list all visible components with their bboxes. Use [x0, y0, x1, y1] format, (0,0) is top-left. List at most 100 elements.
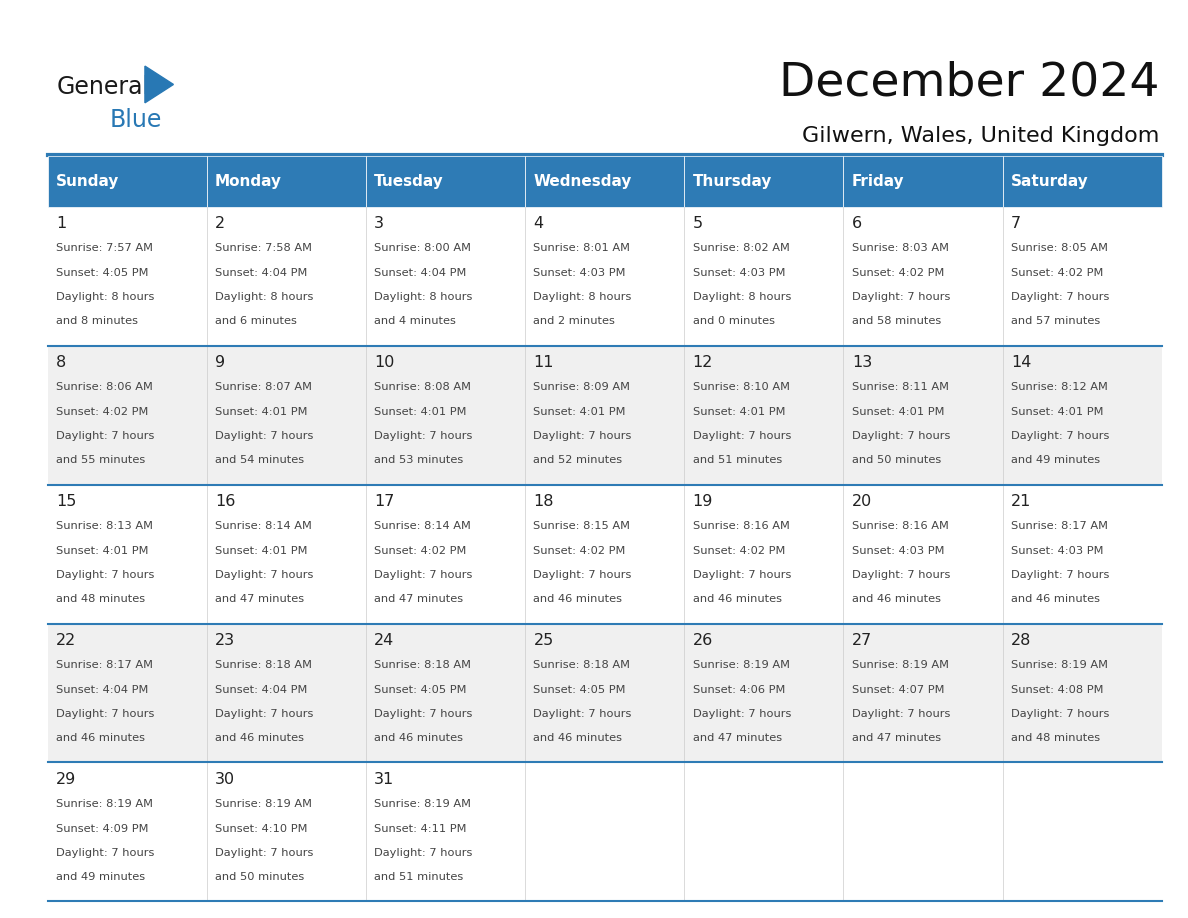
Bar — [843, 156, 1003, 207]
Text: Sunrise: 8:01 AM: Sunrise: 8:01 AM — [533, 243, 631, 253]
Text: Sunrise: 8:05 AM: Sunrise: 8:05 AM — [1011, 243, 1108, 253]
Text: and 55 minutes: and 55 minutes — [56, 455, 145, 465]
Bar — [366, 623, 525, 763]
Text: Sunset: 4:02 PM: Sunset: 4:02 PM — [1011, 267, 1104, 277]
Text: and 49 minutes: and 49 minutes — [56, 872, 145, 882]
Text: 6: 6 — [852, 216, 862, 230]
Bar — [207, 763, 366, 901]
Text: Saturday: Saturday — [1011, 174, 1088, 189]
Text: 27: 27 — [852, 633, 872, 648]
Text: 23: 23 — [215, 633, 235, 648]
Text: Sunrise: 8:14 AM: Sunrise: 8:14 AM — [215, 521, 312, 532]
Text: Sunday: Sunday — [56, 174, 119, 189]
Text: Sunset: 4:02 PM: Sunset: 4:02 PM — [693, 545, 785, 555]
Text: Sunset: 4:10 PM: Sunset: 4:10 PM — [215, 823, 308, 834]
Bar — [1003, 207, 1162, 345]
Text: Sunset: 4:07 PM: Sunset: 4:07 PM — [852, 685, 944, 695]
Bar — [1003, 485, 1162, 623]
Text: Daylight: 7 hours: Daylight: 7 hours — [852, 431, 950, 441]
Bar — [684, 207, 843, 345]
Text: Daylight: 8 hours: Daylight: 8 hours — [215, 292, 314, 302]
Text: Sunrise: 8:19 AM: Sunrise: 8:19 AM — [852, 660, 949, 670]
Text: and 46 minutes: and 46 minutes — [852, 594, 941, 604]
Text: Daylight: 7 hours: Daylight: 7 hours — [215, 709, 314, 719]
Text: Daylight: 7 hours: Daylight: 7 hours — [533, 709, 632, 719]
Text: Friday: Friday — [852, 174, 904, 189]
Text: Sunrise: 8:16 AM: Sunrise: 8:16 AM — [852, 521, 949, 532]
Text: Daylight: 7 hours: Daylight: 7 hours — [533, 431, 632, 441]
Bar — [366, 763, 525, 901]
Bar — [366, 485, 525, 623]
Text: and 54 minutes: and 54 minutes — [215, 455, 304, 465]
Text: and 46 minutes: and 46 minutes — [56, 733, 145, 744]
Text: 5: 5 — [693, 216, 703, 230]
Bar — [1003, 763, 1162, 901]
Bar — [48, 207, 207, 345]
Bar — [207, 207, 366, 345]
Text: Daylight: 8 hours: Daylight: 8 hours — [533, 292, 632, 302]
Text: Sunrise: 8:19 AM: Sunrise: 8:19 AM — [374, 800, 472, 809]
Text: and 51 minutes: and 51 minutes — [693, 455, 782, 465]
Text: Daylight: 7 hours: Daylight: 7 hours — [1011, 431, 1110, 441]
Text: Gilwern, Wales, United Kingdom: Gilwern, Wales, United Kingdom — [802, 126, 1159, 146]
Text: 3: 3 — [374, 216, 384, 230]
Bar — [843, 485, 1003, 623]
Text: Daylight: 7 hours: Daylight: 7 hours — [852, 709, 950, 719]
Text: and 47 minutes: and 47 minutes — [693, 733, 782, 744]
Text: Sunrise: 7:57 AM: Sunrise: 7:57 AM — [56, 243, 153, 253]
Text: Daylight: 7 hours: Daylight: 7 hours — [374, 848, 473, 857]
Text: 25: 25 — [533, 633, 554, 648]
Text: and 4 minutes: and 4 minutes — [374, 316, 456, 326]
Text: Daylight: 7 hours: Daylight: 7 hours — [56, 709, 154, 719]
Text: Sunrise: 8:18 AM: Sunrise: 8:18 AM — [215, 660, 312, 670]
Text: Sunrise: 8:16 AM: Sunrise: 8:16 AM — [693, 521, 790, 532]
Text: Sunset: 4:05 PM: Sunset: 4:05 PM — [56, 267, 148, 277]
Text: Sunset: 4:08 PM: Sunset: 4:08 PM — [1011, 685, 1104, 695]
Text: Daylight: 7 hours: Daylight: 7 hours — [56, 570, 154, 580]
Text: Sunset: 4:01 PM: Sunset: 4:01 PM — [1011, 407, 1104, 417]
Text: and 57 minutes: and 57 minutes — [1011, 316, 1100, 326]
Text: Sunset: 4:01 PM: Sunset: 4:01 PM — [852, 407, 944, 417]
Text: Sunset: 4:05 PM: Sunset: 4:05 PM — [374, 685, 467, 695]
Text: Daylight: 7 hours: Daylight: 7 hours — [215, 431, 314, 441]
Text: and 58 minutes: and 58 minutes — [852, 316, 941, 326]
Text: Sunrise: 8:18 AM: Sunrise: 8:18 AM — [374, 660, 472, 670]
Text: Daylight: 7 hours: Daylight: 7 hours — [852, 292, 950, 302]
Text: Sunrise: 8:09 AM: Sunrise: 8:09 AM — [533, 382, 631, 392]
Bar — [843, 207, 1003, 345]
Text: Daylight: 7 hours: Daylight: 7 hours — [215, 570, 314, 580]
Text: and 50 minutes: and 50 minutes — [215, 872, 304, 882]
Bar — [48, 485, 207, 623]
Text: Wednesday: Wednesday — [533, 174, 632, 189]
Text: Sunset: 4:06 PM: Sunset: 4:06 PM — [693, 685, 785, 695]
Text: and 47 minutes: and 47 minutes — [374, 594, 463, 604]
Bar — [684, 485, 843, 623]
Text: and 49 minutes: and 49 minutes — [1011, 455, 1100, 465]
Text: 29: 29 — [56, 772, 76, 787]
Text: Sunrise: 8:19 AM: Sunrise: 8:19 AM — [56, 800, 153, 809]
Text: and 8 minutes: and 8 minutes — [56, 316, 138, 326]
Text: Sunset: 4:02 PM: Sunset: 4:02 PM — [533, 545, 626, 555]
Text: and 46 minutes: and 46 minutes — [374, 733, 463, 744]
Text: 16: 16 — [215, 494, 235, 509]
Text: and 46 minutes: and 46 minutes — [215, 733, 304, 744]
Text: Sunset: 4:01 PM: Sunset: 4:01 PM — [533, 407, 626, 417]
Bar — [48, 156, 207, 207]
Text: 30: 30 — [215, 772, 235, 787]
Bar — [525, 207, 684, 345]
Text: Daylight: 8 hours: Daylight: 8 hours — [693, 292, 791, 302]
Text: Monday: Monday — [215, 174, 282, 189]
Text: 21: 21 — [1011, 494, 1031, 509]
Bar — [843, 345, 1003, 485]
Bar — [525, 763, 684, 901]
Text: Sunset: 4:04 PM: Sunset: 4:04 PM — [374, 267, 467, 277]
Polygon shape — [145, 66, 173, 103]
Bar — [207, 623, 366, 763]
Text: Daylight: 7 hours: Daylight: 7 hours — [693, 431, 791, 441]
Bar — [525, 485, 684, 623]
Text: and 6 minutes: and 6 minutes — [215, 316, 297, 326]
Text: Daylight: 7 hours: Daylight: 7 hours — [1011, 292, 1110, 302]
Text: Daylight: 7 hours: Daylight: 7 hours — [374, 709, 473, 719]
Text: Sunrise: 8:03 AM: Sunrise: 8:03 AM — [852, 243, 949, 253]
Text: Daylight: 7 hours: Daylight: 7 hours — [852, 570, 950, 580]
